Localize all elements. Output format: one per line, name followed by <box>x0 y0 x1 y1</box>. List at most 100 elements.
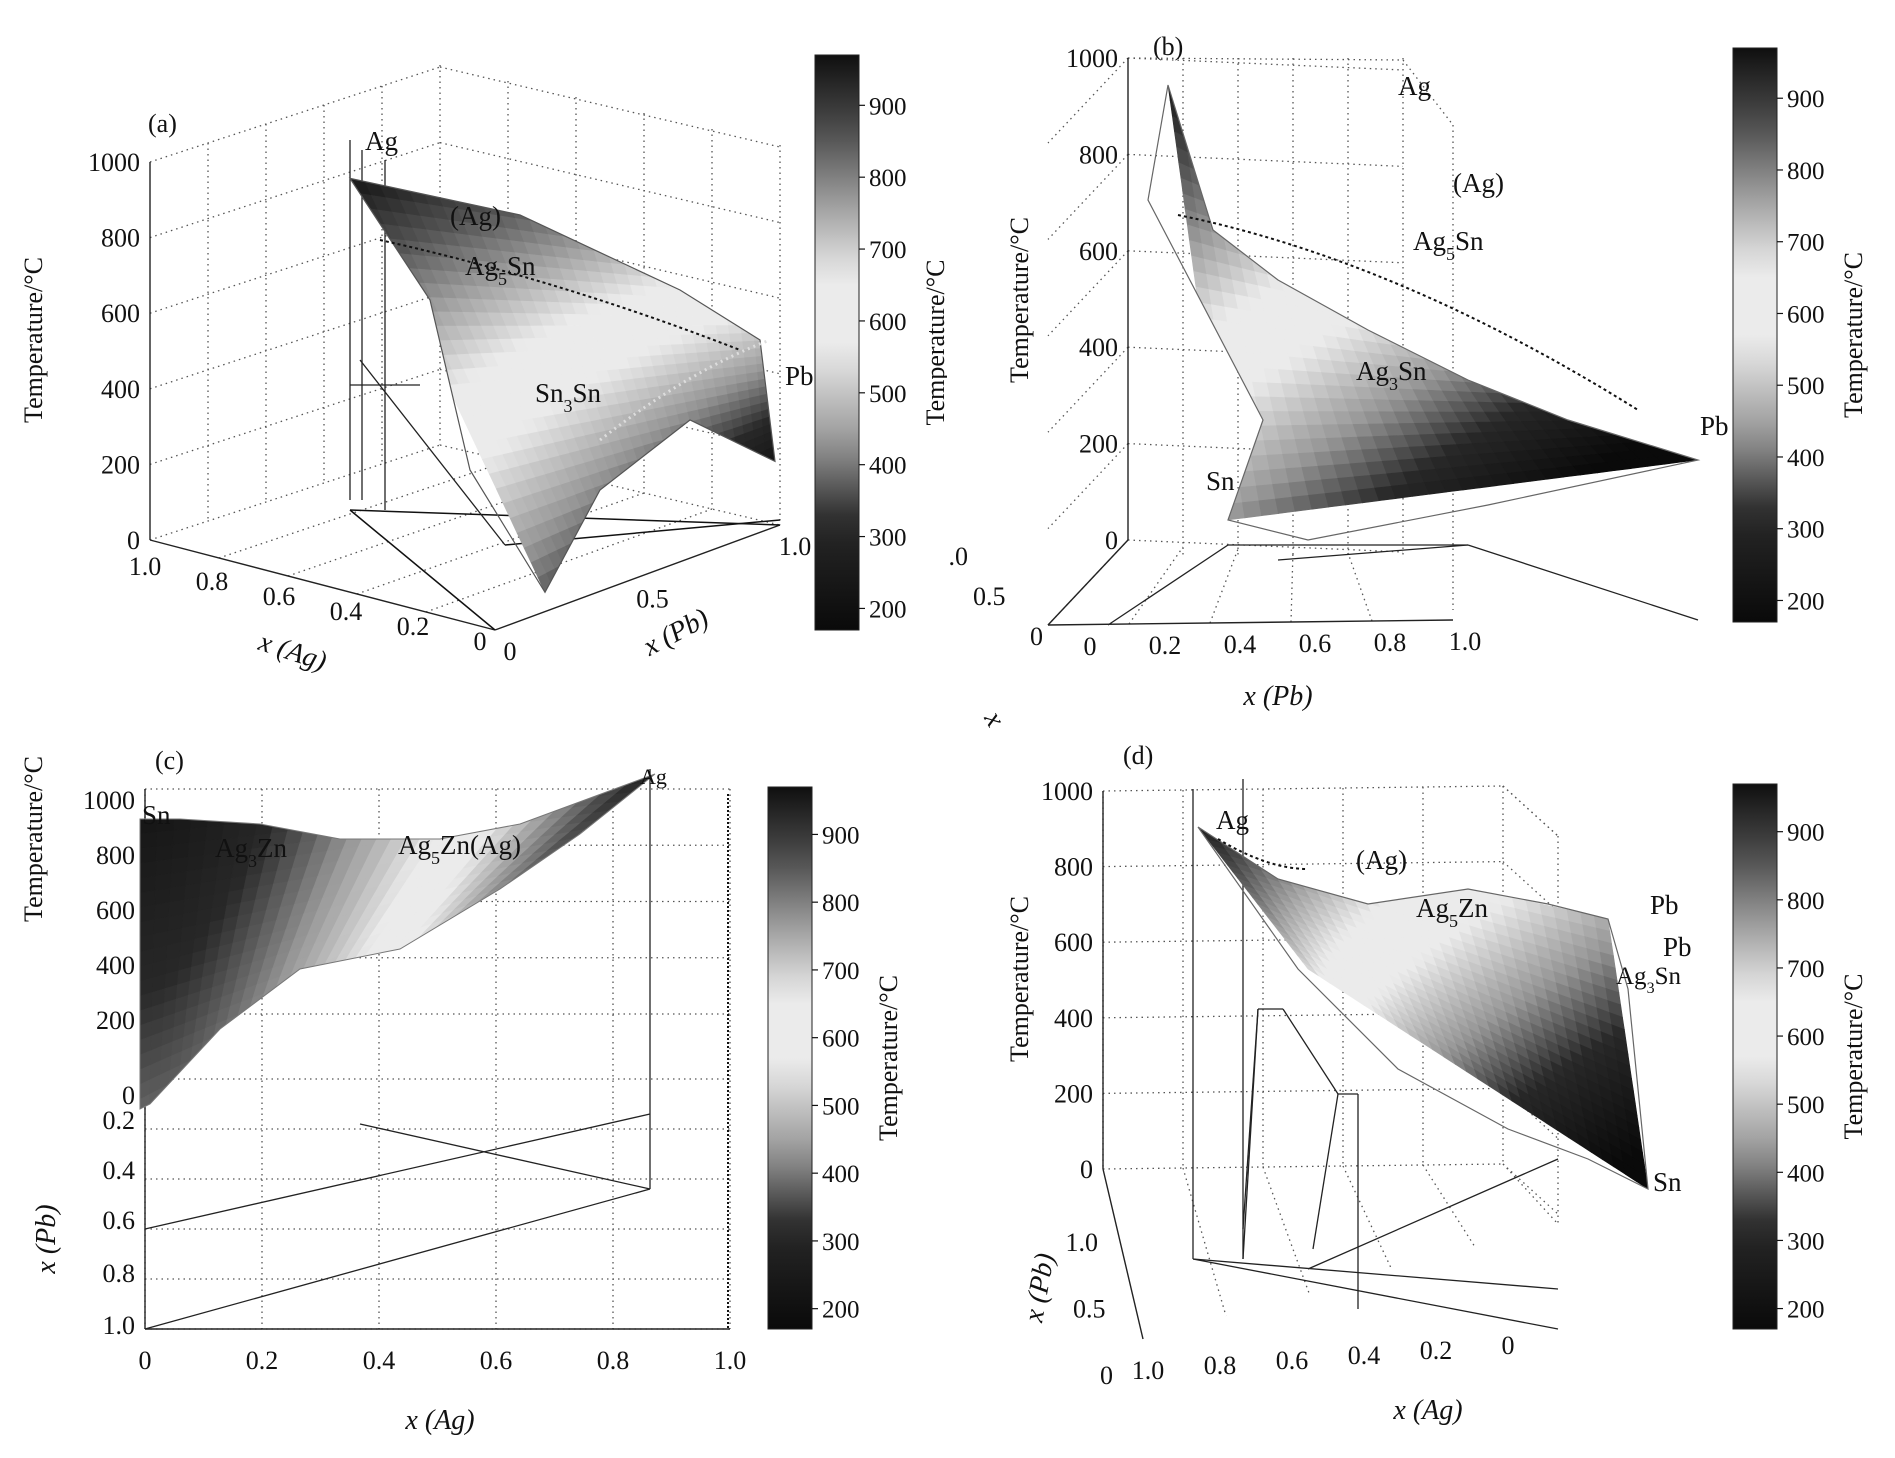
phase-label: Ag5Zn(Ag) <box>398 830 521 868</box>
z-tick-label: 600 <box>101 299 140 328</box>
panel-label: (d) <box>1123 741 1153 770</box>
grid-line <box>1209 548 1239 624</box>
grid-line <box>1127 153 1404 168</box>
colorbar-tick-label: 700 <box>1787 956 1825 983</box>
x-tick-label: 0.8 <box>196 567 229 596</box>
z-tick-label: 200 <box>1054 1079 1093 1108</box>
vertex-label-sn: Sn <box>1653 1167 1682 1197</box>
grid-line <box>149 66 441 163</box>
colorbar-tick-label: 700 <box>869 237 907 264</box>
colorbar-tick-label: 500 <box>1787 1092 1825 1119</box>
colorbar-tick-label: 800 <box>869 165 907 192</box>
x-tick-label: 0.8 <box>597 1346 630 1375</box>
y-tick-label: 0 <box>1030 622 1043 651</box>
axis-line <box>1102 1168 1144 1340</box>
colorbar-tick-label: 800 <box>822 890 860 917</box>
tie-line <box>359 1123 651 1190</box>
grid-line <box>1102 860 1504 868</box>
x-tick-label: 0.4 <box>1224 630 1257 659</box>
colorbar-tick-label: 600 <box>869 309 907 336</box>
phase-label: (Ag) <box>450 201 501 231</box>
panel-c: 0 200 400 600 800 1000 0.2 0.4 0.6 0.8 1.0 0 0.2 0.4 0… <box>0 729 947 1458</box>
x-tick-label: 0.2 <box>1420 1336 1453 1365</box>
z-axis-label: Temperature/°C <box>19 756 48 922</box>
vertex-label-ag: Ag <box>365 126 398 156</box>
axis-line <box>1047 619 1454 626</box>
y-axis-label: x (Pb) <box>1018 1251 1061 1326</box>
grid-line <box>149 293 441 390</box>
tie-line <box>1192 1258 1559 1290</box>
grid-line <box>1102 1087 1504 1095</box>
colorbar-tick-label: 600 <box>1787 301 1825 328</box>
x-tick-label: 1.0 <box>714 1346 747 1375</box>
phase-label: Ag5Sn <box>1413 226 1484 264</box>
colorbar-tick-label: 900 <box>1787 820 1825 847</box>
phase-label: Sn3Sn <box>535 378 602 416</box>
tie-line <box>1192 1258 1559 1330</box>
x-tick-label: 0.2 <box>397 612 430 641</box>
phase-label: Ag3Sn <box>1356 356 1427 394</box>
grid-line <box>356 492 645 595</box>
colorbar-tick-label: 900 <box>869 93 907 120</box>
y-tick-label: 1.0 <box>1066 1228 1099 1257</box>
axis-line <box>1047 539 1129 626</box>
liquidus-valley <box>1177 214 1639 411</box>
tie-line <box>1307 1158 1559 1270</box>
tie-line <box>144 1113 651 1230</box>
z-tick-label: 400 <box>96 951 135 980</box>
colorbar-tick-label: 800 <box>1787 158 1825 185</box>
grid-line <box>1127 57 1404 71</box>
grid-line <box>1128 546 1184 625</box>
grid-line <box>149 444 441 541</box>
x-axis-label: x (Ag) <box>254 626 330 677</box>
grid-line <box>218 460 509 559</box>
colorbar-tick-label: 200 <box>822 1297 860 1324</box>
surface-outline <box>1197 826 1649 1191</box>
y-tick-label: 1.0 <box>948 542 968 571</box>
tie-line <box>1277 544 1469 561</box>
phase-label: Ag3Zn <box>215 833 287 871</box>
vertex-label-pb: Pb <box>1650 890 1679 920</box>
panel-label: (b) <box>1153 32 1183 61</box>
grid-line <box>1502 785 1559 837</box>
z-axis-label: Temperature/°C <box>1005 217 1034 383</box>
grid-line <box>1422 1164 1476 1248</box>
colorbar-tick-label: 400 <box>1787 1160 1825 1187</box>
z-tick-label: 400 <box>1079 333 1118 362</box>
x-tick-label: 0.2 <box>246 1346 279 1375</box>
z-tick-label: 200 <box>101 450 140 479</box>
y-tick-label: 0.6 <box>103 1206 136 1235</box>
panel-a: 0 200 400 600 800 1000 1.0 0.8 0.6 0.4 0.2 0 0 0.5 1.0… <box>0 0 947 729</box>
grid-line <box>1102 936 1504 943</box>
colorbar-tick-label: 300 <box>1787 1228 1825 1255</box>
chart-b: 0200400600800100000.20.40.60.81.000.51.0… <box>948 32 1868 729</box>
z-tick-label: 600 <box>1079 237 1118 266</box>
tie-line <box>1282 1008 1339 1095</box>
colorbar-tick-label: 300 <box>869 525 907 552</box>
grid-line <box>1502 861 1559 913</box>
x-axis-label: x (Ag) <box>404 1405 474 1436</box>
grid-line <box>1502 1163 1559 1225</box>
x-tick-label: 0.8 <box>1204 1351 1237 1380</box>
x-axis-label: x (Pb) <box>1242 681 1312 712</box>
x-tick-label: 0.4 <box>330 597 363 626</box>
surface-outline <box>348 177 776 594</box>
grid-line <box>1127 539 1404 553</box>
colorbar-tick-label: 500 <box>822 1093 860 1120</box>
x-tick-label: 0.8 <box>1374 628 1407 657</box>
z-tick-label: 600 <box>96 896 135 925</box>
phase-label: (Ag) <box>1453 168 1504 198</box>
grid-line <box>1502 1163 1559 1215</box>
colorbar-tick-label: 300 <box>822 1229 860 1256</box>
vertex-label-ag: Ag <box>1398 71 1431 101</box>
tie-line <box>1242 1008 1259 1230</box>
x-tick-label: 0.6 <box>1299 629 1332 658</box>
y-tick-label: 0.2 <box>103 1106 136 1135</box>
vertex-label-ag: Ag <box>640 764 667 789</box>
colorbar-tick-label: 600 <box>822 1026 860 1053</box>
z-tick-label: 800 <box>101 224 140 253</box>
y-tick-label: 0.4 <box>103 1156 136 1185</box>
tie-line <box>349 509 496 631</box>
z-tick-label: 800 <box>96 841 135 870</box>
